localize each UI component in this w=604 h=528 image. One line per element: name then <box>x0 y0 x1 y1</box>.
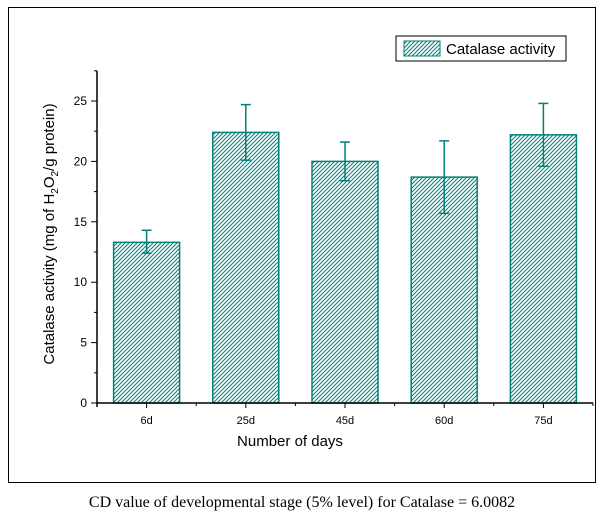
bar-25d <box>212 131 280 404</box>
y-axis-title-part: /g protein) <box>41 103 58 171</box>
bars-layer <box>112 102 578 404</box>
x-axis-title: Number of days <box>237 433 343 450</box>
y-axis-title: Catalase activity (mg of H2O2/g protein) <box>41 103 61 364</box>
y-axis-title-part: O <box>41 176 58 188</box>
y-tick-label: 0 <box>80 396 87 410</box>
bar-75d <box>509 134 578 404</box>
legend-label: Catalase activity <box>446 41 556 58</box>
y-tick-label: 25 <box>74 94 88 108</box>
y-tick-label: 20 <box>74 154 88 168</box>
y-axis-title-sub: 2 <box>50 170 61 176</box>
bar-45d <box>311 160 379 404</box>
legend-swatch <box>403 40 441 57</box>
x-tick-label: 45d <box>336 415 354 427</box>
y-tick-label: 15 <box>74 215 88 229</box>
axes-layer: 6d 25d 45d 60d 75d 0 5 10 15 20 25 <box>74 70 594 427</box>
x-tick-label: 75d <box>534 415 552 427</box>
bar-6d <box>112 241 181 404</box>
x-tick-label: 6d <box>140 415 152 427</box>
y-tick-label: 5 <box>80 336 87 350</box>
y-axis-title-part: Catalase activity (mg of H <box>41 194 58 365</box>
x-tick-label: 25d <box>237 415 255 427</box>
legend: Catalase activity <box>395 35 567 62</box>
y-tick-label: 10 <box>74 275 88 289</box>
y-axis-title-sub: 2 <box>50 188 61 194</box>
x-tick-label: 60d <box>435 415 453 427</box>
chart-caption: CD value of developmental stage (5% leve… <box>88 494 516 511</box>
